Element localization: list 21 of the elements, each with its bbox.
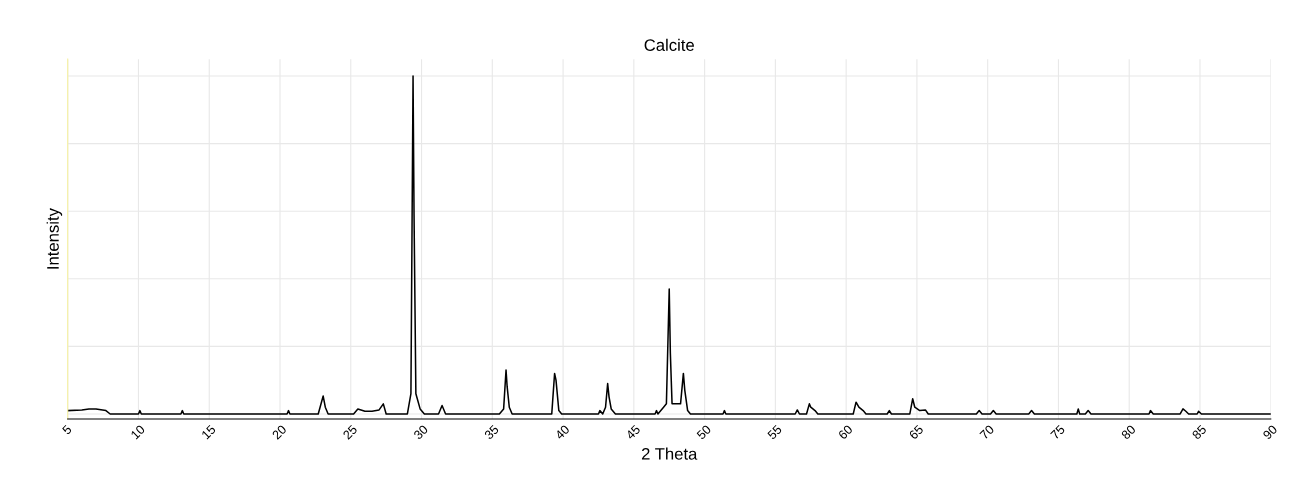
y-axis-title: Intensity — [46, 208, 63, 269]
x-tick-label: 35 — [483, 424, 500, 440]
chart-title: Calcite — [644, 38, 694, 51]
x-tick-label: 65 — [908, 424, 924, 440]
x-axis-title: 2 Theta — [641, 447, 698, 460]
x-tick-label: 80 — [1120, 424, 1137, 440]
x-tick-label: 15 — [201, 424, 217, 440]
x-tick-label: 30 — [413, 424, 429, 440]
x-tick-label: 85 — [1191, 424, 1207, 440]
x-tick-label: 75 — [1050, 424, 1066, 440]
x-tick-label: 10 — [130, 424, 146, 440]
x-tick-label: 5 — [61, 424, 73, 435]
x-tick-label: 45 — [625, 424, 641, 441]
x-tick-label: 55 — [767, 424, 783, 440]
x-tick-label: 20 — [271, 424, 287, 440]
x-tick-label: 90 — [1262, 424, 1278, 440]
x-tick-label: 25 — [342, 424, 358, 440]
x-tick-label: 50 — [696, 424, 712, 440]
x-tick-label: 40 — [554, 424, 571, 441]
x-tick-label: 60 — [837, 424, 854, 440]
x-tick-label: 70 — [979, 424, 995, 440]
